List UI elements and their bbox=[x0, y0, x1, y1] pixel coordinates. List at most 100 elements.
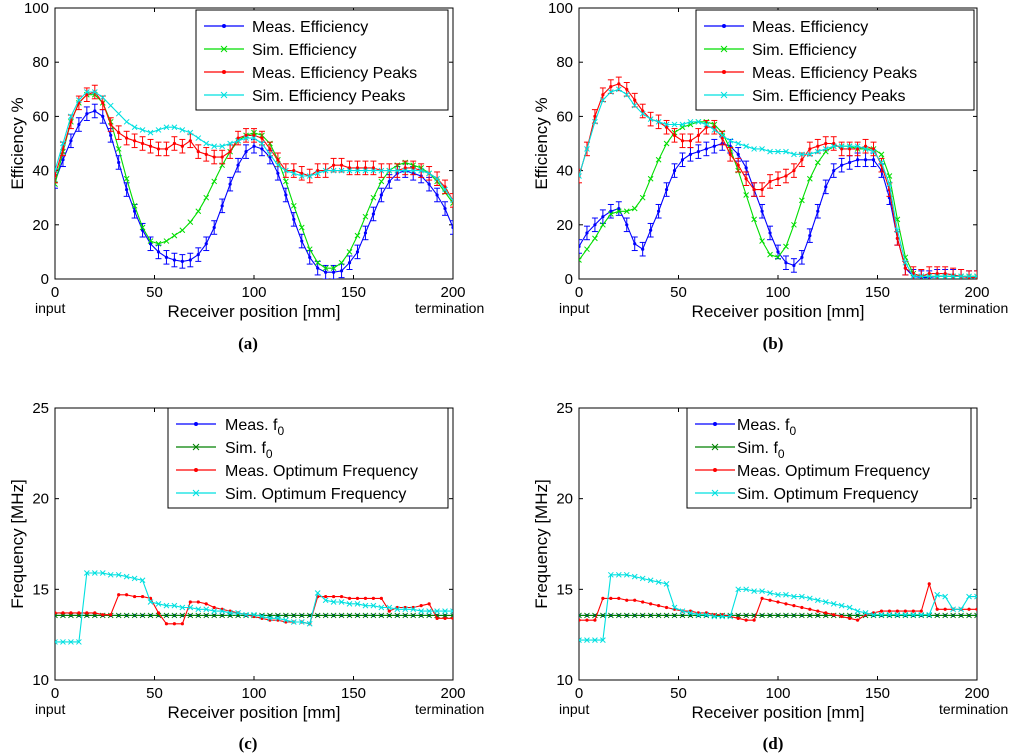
data-point bbox=[744, 177, 748, 181]
data-point bbox=[870, 148, 877, 155]
data-point bbox=[863, 144, 868, 148]
data-point bbox=[196, 253, 200, 257]
data-point bbox=[211, 178, 218, 185]
data-point bbox=[211, 608, 218, 614]
data-point bbox=[696, 133, 701, 137]
data-point bbox=[347, 261, 352, 265]
data-point bbox=[410, 612, 417, 619]
data-point bbox=[832, 141, 836, 146]
legend-entry-text: Sim. Optimum Frequency bbox=[737, 486, 918, 503]
data-point bbox=[886, 173, 893, 179]
data-point bbox=[592, 118, 598, 125]
data-point bbox=[227, 140, 233, 147]
data-point bbox=[195, 606, 202, 613]
data-point bbox=[204, 152, 208, 156]
data-point bbox=[69, 139, 73, 143]
data-point bbox=[117, 593, 121, 597]
data-point bbox=[442, 608, 448, 614]
legend-entry-label: Meas. f0 bbox=[737, 417, 796, 438]
data-point bbox=[736, 163, 740, 167]
data-point bbox=[760, 187, 764, 192]
data-point bbox=[370, 602, 377, 609]
data-point bbox=[196, 600, 200, 604]
data-point bbox=[879, 609, 884, 613]
data-point bbox=[623, 208, 630, 215]
data-point bbox=[101, 114, 105, 118]
data-point bbox=[55, 167, 58, 174]
data-point bbox=[68, 113, 74, 120]
x-end-label: termination bbox=[415, 300, 484, 316]
data-point bbox=[768, 179, 772, 184]
data-point bbox=[188, 600, 192, 604]
x-tick-label: 150 bbox=[865, 685, 890, 702]
data-point bbox=[363, 166, 368, 170]
chart-panel-d: 0 50 100 150 200 10 15 20 25 input termination Rece… bbox=[532, 400, 1008, 753]
data-point bbox=[649, 228, 653, 232]
data-point bbox=[68, 612, 74, 619]
y-tick-label: 20 bbox=[32, 491, 49, 508]
data-point bbox=[394, 167, 401, 174]
data-point bbox=[60, 612, 66, 619]
data-point bbox=[107, 102, 114, 109]
data-point bbox=[775, 612, 781, 619]
data-point bbox=[832, 169, 836, 173]
data-point bbox=[824, 185, 828, 189]
data-point bbox=[260, 147, 264, 151]
legend-entry-text: Meas. Efficiency bbox=[752, 19, 868, 36]
data-point bbox=[760, 596, 764, 601]
data-point bbox=[935, 271, 939, 276]
y-tick-label: 10 bbox=[32, 672, 49, 689]
data-point bbox=[77, 611, 81, 615]
legend-entry-text: Sim. Efficiency Peaks bbox=[252, 88, 406, 105]
data-point bbox=[633, 242, 637, 246]
x-start-label: input bbox=[35, 300, 65, 316]
legend-entry-label: Meas. f0 bbox=[225, 417, 284, 438]
data-point bbox=[282, 617, 289, 624]
data-point bbox=[195, 208, 202, 215]
data-point bbox=[370, 167, 377, 174]
data-point bbox=[919, 609, 923, 613]
data-point bbox=[910, 611, 917, 618]
x-end-label: termination bbox=[939, 701, 1008, 717]
data-point bbox=[744, 618, 748, 622]
data-point bbox=[306, 173, 313, 179]
data-point bbox=[840, 147, 844, 151]
data-point bbox=[332, 270, 336, 274]
data-point bbox=[695, 118, 702, 125]
data-point bbox=[704, 147, 708, 151]
data-point bbox=[306, 246, 313, 253]
data-point bbox=[156, 611, 161, 615]
data-point bbox=[663, 140, 670, 147]
data-point bbox=[290, 170, 297, 177]
data-point bbox=[806, 175, 813, 182]
data-point bbox=[442, 186, 448, 193]
data-point bbox=[950, 273, 956, 279]
data-point bbox=[77, 122, 81, 127]
data-point bbox=[435, 616, 439, 620]
data-point bbox=[362, 602, 369, 609]
data-point bbox=[639, 110, 646, 117]
legend-swatch-marker bbox=[713, 468, 717, 472]
data-point bbox=[601, 93, 605, 97]
data-point bbox=[894, 612, 901, 619]
data-point bbox=[300, 239, 304, 243]
x-axis-label: Receiver position [mm] bbox=[692, 302, 865, 321]
data-point bbox=[703, 121, 710, 128]
legend-entry-subscript: 0 bbox=[277, 424, 284, 438]
data-point bbox=[204, 602, 208, 606]
data-point bbox=[371, 596, 375, 601]
data-point bbox=[147, 599, 154, 605]
data-point bbox=[228, 150, 232, 154]
data-point bbox=[187, 219, 194, 225]
data-point bbox=[974, 593, 977, 600]
data-point bbox=[300, 171, 304, 175]
data-point bbox=[609, 84, 613, 89]
data-point bbox=[298, 619, 305, 625]
data-point bbox=[743, 612, 750, 619]
y-tick-label: 10 bbox=[556, 672, 573, 689]
data-point bbox=[123, 118, 130, 125]
legend-entry-label: Meas. Efficiency bbox=[752, 19, 868, 36]
legend-swatch-marker bbox=[194, 422, 198, 426]
data-point bbox=[600, 612, 606, 619]
